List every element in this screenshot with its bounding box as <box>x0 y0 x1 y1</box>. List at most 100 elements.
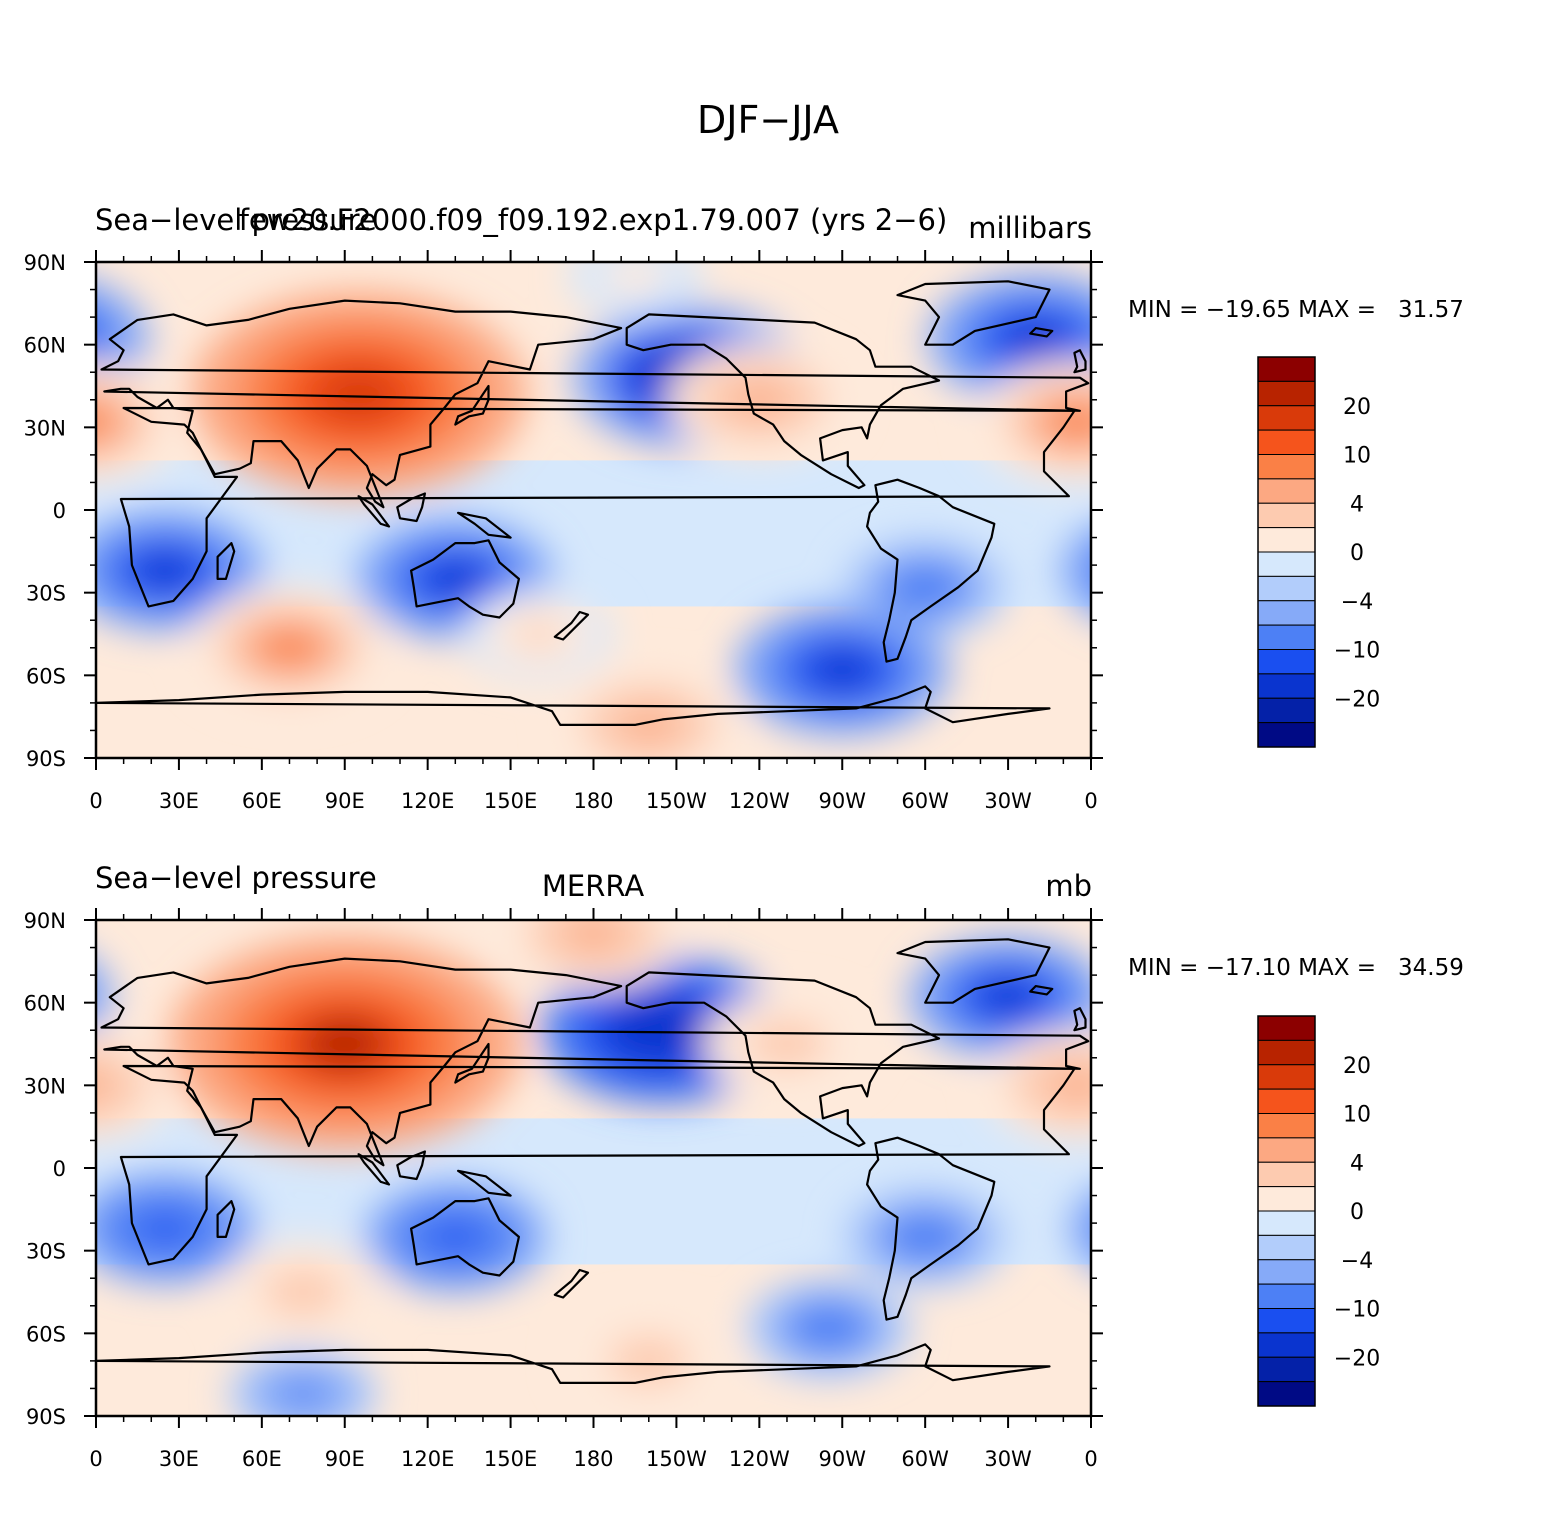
coastline-africa <box>119 1064 1076 1266</box>
anomaly-contour <box>1384 1197 1516 1278</box>
colorbar-swatch <box>1257 380 1316 407</box>
lat-label: 90N <box>24 251 66 275</box>
lat-label: 60S <box>26 1322 66 1346</box>
anomaly-contour <box>903 1223 947 1251</box>
colorbar-swatch <box>1257 1283 1316 1309</box>
lon-label: 150E <box>484 1447 537 1471</box>
lon-label: 0 <box>1084 789 1097 813</box>
anomaly-contour <box>806 1314 851 1342</box>
lon-label: 180 <box>573 1447 613 1471</box>
colorbar-label: −10 <box>1334 1298 1380 1323</box>
anomaly-contour <box>1087 557 1091 584</box>
coastline-madagascar <box>1213 1201 1230 1237</box>
colorbar-frame <box>1257 356 1316 748</box>
anomaly-contour <box>518 622 558 646</box>
coastline-northamerica <box>625 971 941 1148</box>
colorbar-swatch <box>1257 624 1316 650</box>
anomaly-contour <box>1402 550 1498 609</box>
colorbar-label: 4 <box>1350 1151 1364 1176</box>
colorbar: 20 10 4 0 −4 −10 −20 <box>1257 1015 1380 1407</box>
anomaly-contour <box>569 920 618 949</box>
coastline-madagascar <box>216 1200 236 1238</box>
coastline-japan <box>1450 1044 1483 1083</box>
lat-label: 0 <box>53 499 66 523</box>
anomaly-contour <box>1424 563 1476 595</box>
anomaly-contour <box>1536 956 1541 1104</box>
panel-merra: Sea−level pressure MERRA mb MIN = −17.10… <box>95 861 1464 981</box>
anomaly-contour <box>617 265 653 287</box>
coastline-eurasia <box>1097 301 1541 508</box>
lon-label: 150W <box>646 1447 707 1471</box>
colorbar-swatch <box>1257 478 1316 504</box>
coastline-antarctica <box>96 685 1051 726</box>
lat-label: 30S <box>26 1240 66 1264</box>
anomaly-contour <box>96 962 114 1032</box>
coastlines <box>96 280 1541 726</box>
lat-label: 30S <box>26 582 66 606</box>
coastline-australia <box>1406 540 1514 617</box>
anomaly-contour <box>903 573 947 601</box>
lon-label: 180 <box>573 789 613 813</box>
coastline-madagascar <box>1213 543 1230 579</box>
panel-center-title: MERRA <box>542 869 644 903</box>
colorbar-swatch <box>1257 551 1316 577</box>
colorbar-swatch <box>1257 1234 1316 1261</box>
min-max-label: MIN = −17.10 MAX = 34.59 <box>1128 955 1464 981</box>
lat-label: 0 <box>53 1157 66 1181</box>
colorbar-label: 0 <box>1350 541 1364 566</box>
anomaly-contour <box>1068 1191 1091 1266</box>
lon-label: 90W <box>819 1447 867 1471</box>
coastline-japan <box>1450 386 1483 425</box>
lon-label: 150W <box>646 789 707 813</box>
anomaly-contour <box>1213 966 1466 1122</box>
lon-label: 60W <box>901 789 949 813</box>
lat-label: 90S <box>26 747 66 771</box>
anomaly-contour <box>0 536 14 638</box>
anomaly-contour <box>141 1214 190 1244</box>
colorbar-label: −20 <box>1334 687 1380 712</box>
coastline-japan <box>454 1042 490 1084</box>
colorbar-swatch <box>1257 1161 1316 1188</box>
coastline-iceland <box>1029 985 1054 996</box>
lon-label: 60E <box>242 789 282 813</box>
anomaly-contour <box>1136 1214 1184 1243</box>
colorbar-swatch <box>1257 1064 1316 1090</box>
anomaly-contour <box>138 554 192 587</box>
lon-label: 120E <box>401 789 454 813</box>
coastline-borneo <box>396 1150 426 1181</box>
coastline-australia <box>410 1197 520 1277</box>
panel-units: mb <box>1045 869 1092 903</box>
colorbar-swatch <box>1257 1113 1316 1139</box>
anomaly-contour <box>1497 878 1541 990</box>
colorbar-label: −4 <box>1341 590 1373 615</box>
colorbar-swatch <box>1257 673 1316 699</box>
panel-model: Sea−level pressure few20.F2000.f09_f09.1… <box>95 203 1464 323</box>
lon-label: 120W <box>729 789 790 813</box>
anomaly-contour <box>1112 541 1208 600</box>
colorbar-label: 4 <box>1350 492 1364 517</box>
colorbar-swatch <box>1257 1210 1316 1236</box>
panel-units: millibars <box>968 211 1092 245</box>
coastline-greenland <box>896 280 1051 346</box>
lat-label: 30N <box>24 416 66 440</box>
colorbar-swatch <box>1257 429 1316 455</box>
lon-label: 30W <box>984 789 1032 813</box>
coastline-greenland <box>896 938 1051 1004</box>
colorbar-label: −10 <box>1334 639 1380 664</box>
colorbar-label: 0 <box>1350 1200 1364 1225</box>
colorbar: 20 10 4 0 −4 −10 −20 <box>1257 356 1380 748</box>
lon-label: 90E <box>325 1447 365 1471</box>
anomaly-contour <box>263 631 316 664</box>
anomaly-contour <box>1350 518 1541 640</box>
colorbar-swatch <box>1257 527 1316 553</box>
colorbar-label: −20 <box>1334 1346 1380 1371</box>
colorbar-swatch <box>1257 1259 1316 1285</box>
colorbar-swatch <box>1257 697 1316 724</box>
colorbar-swatch <box>1257 575 1316 602</box>
colorbar-swatch <box>1257 454 1316 480</box>
coastline-antarctica <box>1090 1359 1091 1363</box>
lon-label: 120W <box>729 1447 790 1471</box>
lat-label: 60N <box>24 334 66 358</box>
coastline-northamerica <box>625 313 941 490</box>
